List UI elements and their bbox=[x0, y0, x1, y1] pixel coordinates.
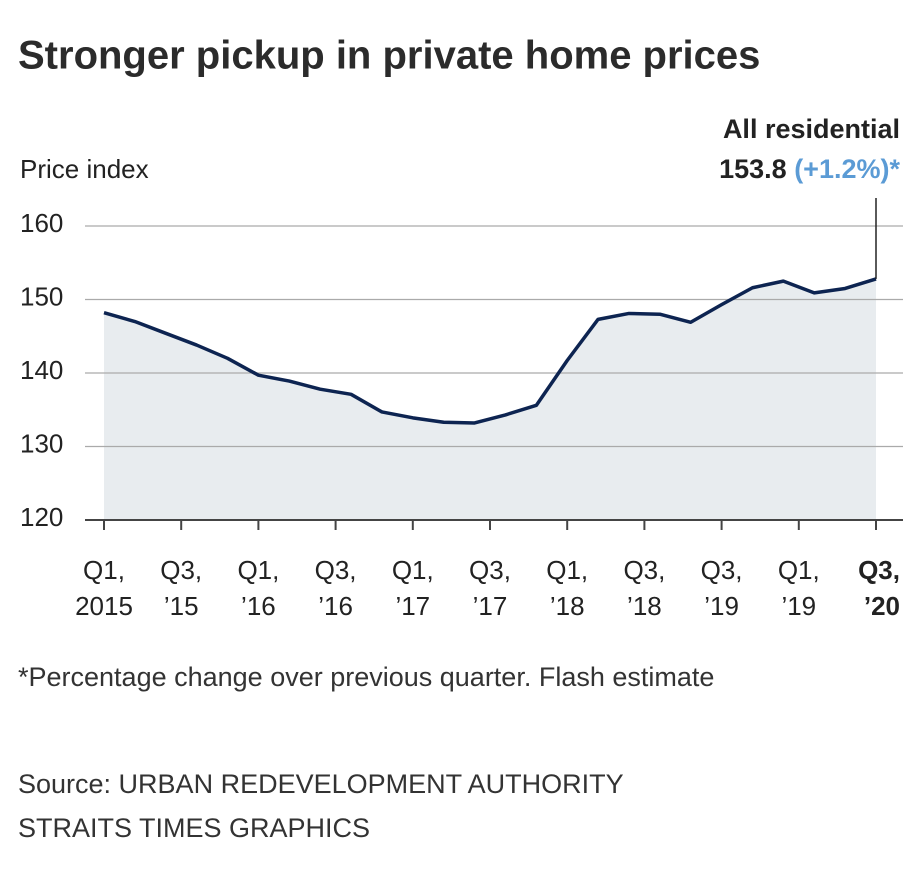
x-tick-label-line: ’20 bbox=[864, 591, 900, 621]
credit: STRAITS TIMES GRAPHICS bbox=[18, 813, 370, 843]
x-tick-label-line: ’17 bbox=[395, 591, 430, 621]
annotation-change: (+1.2%)* bbox=[794, 154, 900, 184]
annotation-value: 153.8 (+1.2%)* bbox=[719, 154, 900, 184]
x-tick-label: Q1, 2015 bbox=[75, 555, 133, 621]
x-tick-label-line: ’16 bbox=[241, 591, 276, 621]
x-tick-label-line: Q1, bbox=[392, 555, 434, 585]
x-tick-label-line: Q1, bbox=[778, 555, 820, 585]
x-tick-label-line: ’18 bbox=[550, 591, 585, 621]
y-tick-label: 150 bbox=[20, 281, 63, 311]
x-tick-label: Q3, ’20 bbox=[858, 555, 900, 621]
x-tick-label-line: ’19 bbox=[781, 591, 816, 621]
x-tick-label-line: Q3, bbox=[858, 555, 900, 585]
x-tick-label: Q3, ’18 bbox=[623, 555, 665, 621]
x-tick-label-line: Q3, bbox=[701, 555, 743, 585]
area bbox=[104, 278, 876, 520]
x-tick-label: Q3, ’16 bbox=[315, 555, 357, 621]
x-tick-label: Q1, ’19 bbox=[778, 555, 820, 621]
y-tick-label: 120 bbox=[20, 502, 63, 532]
chart-title: Stronger pickup in private home prices bbox=[18, 34, 760, 78]
y-axis-label: Price index bbox=[20, 154, 149, 184]
x-tick-label: Q3, ’17 bbox=[469, 555, 511, 621]
x-tick-label-line: Q1, bbox=[83, 555, 125, 585]
x-tick-label: Q1, ’18 bbox=[546, 555, 588, 621]
x-tick-label-line: ’18 bbox=[627, 591, 662, 621]
x-tick-label: Q3, ’19 bbox=[701, 555, 743, 621]
x-tick-label-line: 2015 bbox=[75, 591, 133, 621]
footnote: *Percentage change over previous quarter… bbox=[18, 662, 714, 692]
x-tick-label: Q3, ’15 bbox=[160, 555, 202, 621]
x-tick-label-line: ’15 bbox=[164, 591, 199, 621]
y-tick-label: 130 bbox=[20, 428, 63, 458]
y-tick-label: 140 bbox=[20, 355, 63, 385]
x-tick-label-line: Q1, bbox=[546, 555, 588, 585]
x-tick-label-line: Q3, bbox=[623, 555, 665, 585]
x-tick-label-line: ’17 bbox=[473, 591, 508, 621]
x-tick-label-line: Q3, bbox=[469, 555, 511, 585]
x-tick-label-line: Q3, bbox=[160, 555, 202, 585]
x-tick-label-line: ’16 bbox=[318, 591, 353, 621]
x-tick-label-line: Q1, bbox=[237, 555, 279, 585]
annotation-number: 153.8 bbox=[719, 154, 787, 184]
source: Source: URBAN REDEVELOPMENT AUTHORITY bbox=[18, 769, 624, 799]
annotation-title: All residential bbox=[723, 114, 900, 144]
x-tick-label-line: ’19 bbox=[704, 591, 739, 621]
y-tick-label: 160 bbox=[20, 208, 63, 238]
x-tick-label: Q1, ’17 bbox=[392, 555, 434, 621]
x-tick-label-line: Q3, bbox=[315, 555, 357, 585]
line bbox=[103, 277, 877, 425]
x-tick-label: Q1, ’16 bbox=[237, 555, 279, 621]
